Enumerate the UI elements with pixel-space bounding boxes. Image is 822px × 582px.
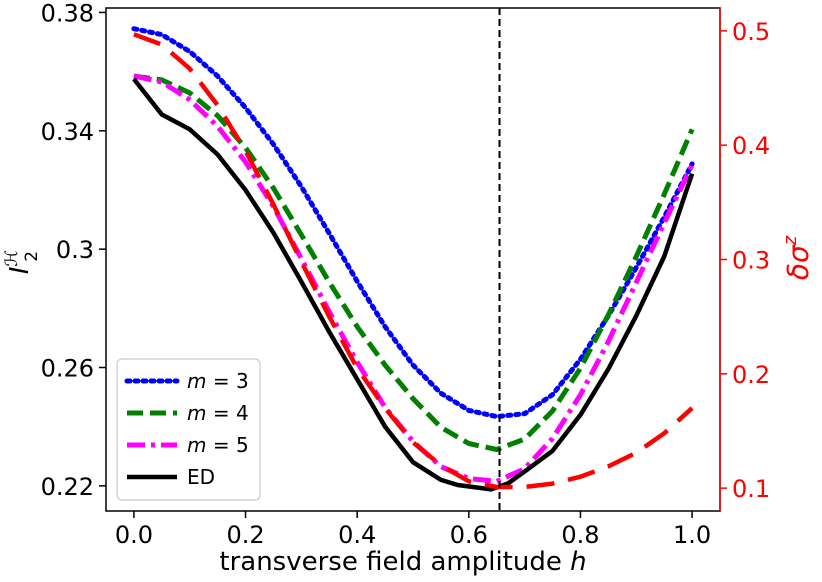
y-left-tick-label: 0.38	[41, 0, 94, 27]
y-right-label-base: δσ	[782, 244, 815, 280]
series-line-3	[132, 77, 695, 492]
x-tick-label: 1.0	[673, 521, 711, 549]
legend-label-1: m = 4	[187, 401, 249, 425]
legend-value: = 3	[206, 369, 248, 393]
x-tick-label: 0.4	[338, 521, 376, 549]
y-right-tick-label: 0.3	[732, 247, 770, 275]
y-left-tick-label: 0.3	[56, 236, 94, 264]
y-right-axis-label: δσz	[780, 235, 815, 280]
y-left-label-base: I	[5, 267, 35, 275]
x-tick-label: 0.0	[115, 521, 153, 549]
y-right-tick-label: 0.5	[732, 18, 770, 46]
y-left-tick-label: 0.34	[41, 118, 94, 146]
y-right-tick-label: 0.2	[732, 361, 770, 389]
x-tick-label: 0.6	[450, 521, 488, 549]
x-tick-label: 0.8	[561, 521, 599, 549]
x-axis-label: transverse field amplitude h	[219, 547, 586, 577]
axis-labels: transverse field amplitude h Iℋ2 δσz	[2, 235, 815, 577]
y-left-label-sub: 2	[22, 251, 42, 262]
x-axis-label-text: transverse field amplitude	[219, 547, 570, 577]
y-left-tick-label: 0.26	[41, 354, 94, 382]
legend-value: = 5	[206, 433, 248, 457]
legend-value: = 4	[206, 401, 248, 425]
series-line-2	[133, 73, 695, 484]
y-right-label-sup: z	[780, 235, 801, 246]
x-axis-label-var: h	[570, 547, 586, 577]
legend-label-0: m = 3	[187, 369, 249, 393]
y-right-tick-label: 0.1	[732, 475, 770, 503]
legend-box	[116, 358, 261, 501]
legend: m = 3m = 4m = 5ED	[116, 358, 261, 501]
y-left-label-sup: ℋ	[2, 250, 22, 267]
legend-var: m	[187, 433, 206, 457]
axes: 0.0 0.2 0.4 0.6 0.8 1.0 0.22 0.26 0.3 0.34 0.38 0.1…	[41, 0, 771, 549]
legend-var: m	[187, 401, 206, 425]
legend-label-2: m = 5	[187, 433, 249, 457]
plot-area	[131, 8, 695, 511]
series-line-4	[133, 32, 694, 490]
series-line-1	[133, 73, 695, 452]
y-right-tick-label: 0.4	[732, 132, 770, 160]
y-left-axis-label: Iℋ2	[2, 250, 42, 275]
legend-label-3: ED	[187, 465, 215, 489]
legend-var: m	[187, 369, 206, 393]
x-tick-label: 0.2	[226, 521, 264, 549]
y-left-tick-label: 0.22	[41, 473, 94, 501]
